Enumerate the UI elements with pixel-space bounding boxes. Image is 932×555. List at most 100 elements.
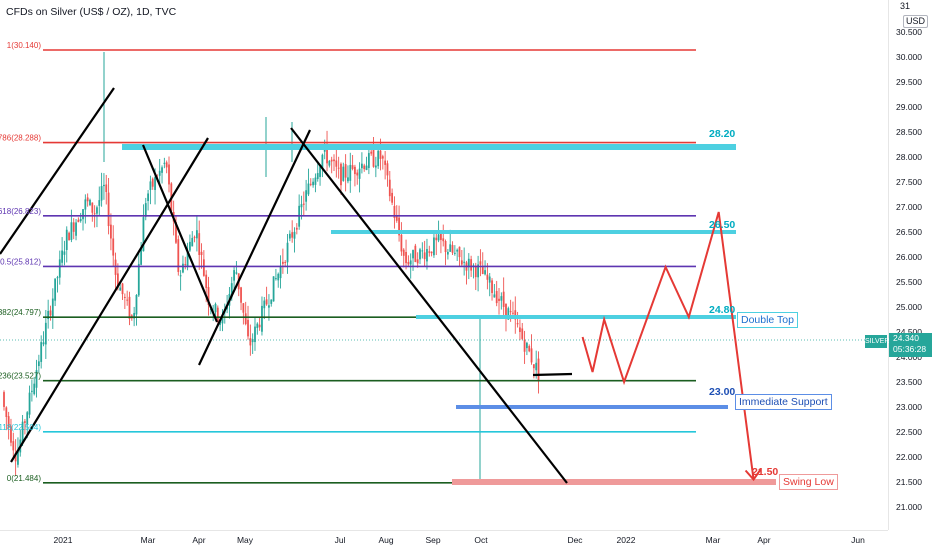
candle-body <box>535 362 538 371</box>
chart-title: CFDs on Silver (US$ / OZ), 1D, TVC <box>6 6 177 18</box>
last-price-value: 24.340 <box>893 333 919 343</box>
price-tick: 24.000 <box>896 352 922 362</box>
candle-body <box>3 392 5 407</box>
candle-body <box>51 298 54 318</box>
candle-body <box>270 299 273 304</box>
candle-body <box>86 197 89 202</box>
candle-body <box>182 263 184 273</box>
candle-body <box>202 259 205 276</box>
immediate-support-label: Immediate Support <box>735 394 832 410</box>
candle-body <box>440 232 442 240</box>
time-tick: Apr <box>192 535 205 545</box>
projection-path <box>581 211 755 480</box>
candle-body <box>230 283 233 298</box>
candle-body <box>256 323 259 328</box>
candle-body <box>263 300 266 309</box>
candle-body <box>33 383 36 395</box>
candle-body <box>21 421 24 443</box>
candle-body <box>261 305 263 332</box>
candle-body <box>512 312 514 314</box>
candle-body <box>407 261 410 265</box>
candle-body <box>91 202 94 213</box>
candle-body <box>44 322 47 345</box>
candle-body <box>316 173 319 180</box>
time-tick: Mar <box>141 535 156 545</box>
candle-body <box>354 166 356 175</box>
price-tick: 25.500 <box>896 277 922 287</box>
time-tick: Jun <box>851 535 865 545</box>
fib-level-label: 0.236(23.527) <box>0 372 41 381</box>
candle-body <box>398 217 400 236</box>
price-tick: 23.000 <box>896 402 922 412</box>
candle-body <box>374 165 377 168</box>
candle-body <box>305 190 308 202</box>
candle-body <box>40 342 43 362</box>
candle-body <box>428 251 431 253</box>
candle-body <box>112 238 115 256</box>
candle-body <box>161 167 163 173</box>
candle-body <box>330 159 333 162</box>
candle-body <box>449 244 452 252</box>
candle-body <box>456 249 459 252</box>
time-tick: Dec <box>567 535 583 545</box>
candle-body <box>446 251 449 255</box>
candle-body <box>360 163 363 169</box>
candle-body <box>56 277 59 279</box>
candle-body <box>89 199 91 206</box>
candle-body <box>116 273 119 288</box>
candle-body <box>344 164 347 178</box>
candle-body <box>307 183 310 195</box>
resistance-zone-2650 <box>331 230 736 234</box>
candle-body <box>502 291 505 307</box>
price-tick: 21.000 <box>896 502 922 512</box>
candle-body <box>349 164 352 181</box>
candle-body <box>214 303 217 313</box>
candle-body <box>189 241 191 251</box>
candle-body <box>149 181 152 190</box>
candle-body <box>526 342 528 349</box>
time-tick: Sep <box>425 535 440 545</box>
candle-body <box>521 328 524 339</box>
candle-body <box>335 160 338 167</box>
zone-value-2150: 21.50 <box>752 466 778 478</box>
candle-body <box>312 181 314 186</box>
time-axis[interactable] <box>0 530 888 551</box>
candle-body <box>205 274 208 288</box>
candle-body <box>207 287 210 306</box>
candle-body <box>498 298 500 301</box>
candle-body <box>35 370 38 388</box>
candle-body <box>479 261 482 265</box>
candle-body <box>114 259 117 275</box>
trendline <box>290 127 568 484</box>
candle-body <box>137 263 140 296</box>
candle-body <box>235 272 238 274</box>
candle-body <box>281 261 284 264</box>
candle-body <box>507 308 510 320</box>
candle-body <box>484 270 486 275</box>
price-tick: 26.000 <box>896 252 922 262</box>
candle-body <box>191 237 194 247</box>
zone-value-2480: 24.80 <box>709 304 735 316</box>
candle-body <box>286 242 289 263</box>
labels-layer: 21.000 21.500 22.000 22.500 23.000 23.500 24.0… <box>0 27 922 545</box>
candle-body <box>400 234 403 252</box>
price-tick: 22.500 <box>896 427 922 437</box>
support-zone-2300 <box>456 405 728 409</box>
candle-body <box>96 207 98 214</box>
candle-body <box>477 264 479 278</box>
currency-badge[interactable]: USD <box>903 15 929 28</box>
candle-body <box>147 193 149 201</box>
last-price-badge: 24.340 05:36:28 <box>889 333 932 357</box>
candle-body <box>126 299 129 301</box>
time-tick: Oct <box>474 535 488 545</box>
candle-body <box>284 262 287 264</box>
candle-body <box>184 264 187 266</box>
candle-body <box>175 222 177 243</box>
candle-body <box>495 290 498 304</box>
candle-body <box>395 215 398 221</box>
candle-body <box>393 205 396 218</box>
candle-body <box>177 239 180 272</box>
price-axis[interactable] <box>888 0 932 530</box>
price-axis-top-tick: 31 <box>900 1 911 11</box>
